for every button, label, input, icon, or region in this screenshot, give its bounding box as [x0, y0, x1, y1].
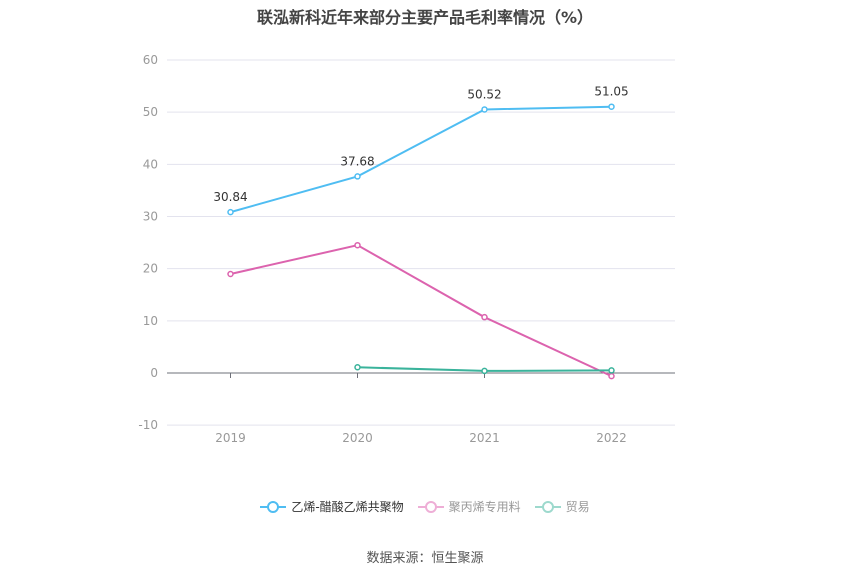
- x-tick-label: 2022: [596, 431, 627, 445]
- data-point: [608, 367, 615, 374]
- data-point: [608, 103, 615, 110]
- legend-item[interactable]: 贸易: [534, 498, 590, 515]
- data-label: 37.68: [340, 154, 374, 168]
- data-point: [227, 270, 234, 278]
- data-point: [354, 364, 361, 371]
- data-point: [481, 313, 488, 321]
- y-tick-label: -10: [138, 418, 158, 432]
- data-point: [354, 173, 361, 180]
- line-chart: -10 0 10 20 30 40 50 60 2019 2020 2021 2022 30.84 37.…: [138, 53, 675, 445]
- y-tick-label: 30: [143, 210, 158, 224]
- chart-title: 联泓新科近年来部分主要产品毛利率情况（%）: [256, 8, 594, 27]
- series-line: [230, 105, 612, 214]
- legend-label: 贸易: [565, 500, 590, 514]
- legend-line-icon: [260, 500, 287, 513]
- data-label: 50.52: [467, 87, 501, 101]
- legend-label: 聚丙烯专用料: [448, 500, 521, 514]
- legend-line-icon: [534, 500, 561, 513]
- legend-label: 乙烯-醋酸乙烯共聚物: [291, 500, 404, 514]
- x-tick-label: 2019: [215, 431, 246, 445]
- y-tick-label: 20: [143, 262, 158, 276]
- y-tick-label: 60: [143, 53, 158, 67]
- data-point: [608, 372, 615, 380]
- y-tick-label: 0: [150, 366, 158, 380]
- data-point: [481, 106, 488, 113]
- legend-item[interactable]: 乙烯-醋酸乙烯共聚物: [260, 498, 404, 515]
- data-label: 51.05: [594, 85, 628, 99]
- legend-line-icon: [417, 500, 444, 513]
- y-tick-label: 50: [143, 105, 158, 119]
- data-point: [481, 367, 488, 375]
- data-source: 数据来源：恒生聚源: [366, 551, 484, 566]
- x-tick-label: 2021: [469, 431, 500, 445]
- legend: 乙烯-醋酸乙烯共聚物 聚丙烯专用料 贸易: [0, 498, 850, 515]
- x-tick-label: 2020: [342, 431, 373, 445]
- legend-item[interactable]: 聚丙烯专用料: [417, 498, 521, 515]
- y-tick-label: 10: [143, 314, 158, 328]
- data-point: [227, 208, 234, 216]
- data-point: [354, 241, 361, 249]
- series-line: [230, 244, 612, 378]
- data-label: 30.84: [213, 190, 247, 204]
- y-tick-label: 40: [143, 157, 158, 171]
